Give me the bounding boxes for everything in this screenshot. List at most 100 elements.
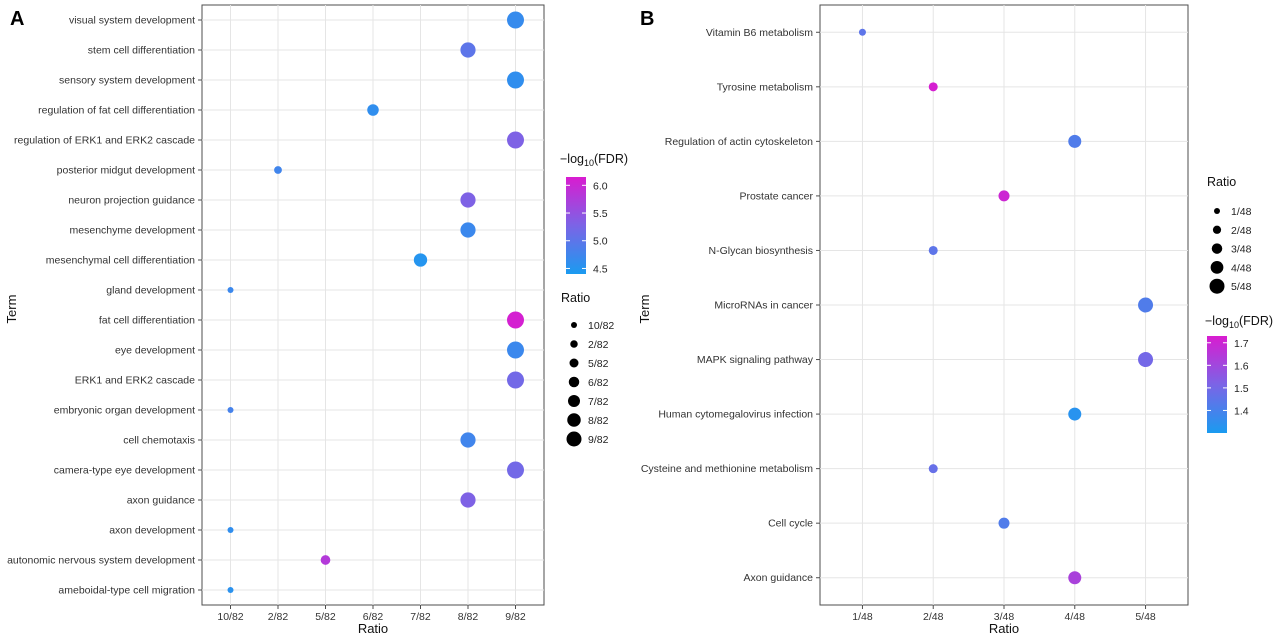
color-legend-label: 6.0 — [593, 180, 608, 192]
data-point — [507, 11, 524, 29]
y-tick-label: Vitamin B6 metabolism — [706, 27, 813, 39]
y-tick-label: axon development — [109, 525, 195, 537]
data-point — [1068, 407, 1082, 421]
data-point — [507, 131, 524, 149]
color-legend-bar — [566, 177, 586, 274]
y-tick-label: embryonic organ development — [54, 405, 195, 417]
color-legend-label: 1.6 — [1234, 360, 1249, 372]
y-tick-label: gland development — [106, 285, 195, 297]
data-point — [227, 527, 234, 533]
color-legend-label: 5.5 — [593, 208, 608, 220]
data-point — [928, 82, 938, 92]
x-tick-label: 2/82 — [268, 611, 289, 623]
y-tick-label: mesenchymal cell differentiation — [46, 255, 195, 267]
size-legend-dot — [568, 376, 580, 388]
data-point — [998, 190, 1010, 202]
size-legend-dot — [567, 413, 581, 427]
size-legend-label: 5/48 — [1231, 281, 1252, 293]
data-point — [1068, 571, 1082, 585]
color-legend-label: 5.0 — [593, 236, 608, 248]
size-legend-dot — [570, 340, 578, 348]
y-tick-label: Axon guidance — [744, 572, 814, 584]
panel-letter-B: B — [640, 8, 654, 30]
data-point — [460, 432, 476, 448]
data-point — [274, 166, 282, 174]
size-legend-label: 2/82 — [588, 339, 609, 351]
data-point — [1068, 134, 1082, 148]
size-legend-dot — [1212, 225, 1222, 234]
size-legend-title: Ratio — [1207, 175, 1236, 189]
y-tick-label: Cell cycle — [768, 518, 813, 530]
size-legend-label: 10/82 — [588, 320, 614, 332]
size-legend-dot — [566, 431, 582, 447]
x-tick-label: 2/48 — [923, 611, 944, 623]
size-legend-dot — [568, 395, 580, 407]
data-point — [460, 222, 476, 238]
y-tick-label: posterior midgut development — [57, 165, 195, 177]
y-tick-label: axon guidance — [127, 495, 195, 507]
data-point — [460, 492, 476, 508]
y-tick-label: neuron projection guidance — [68, 195, 195, 207]
color-legend-label: 1.5 — [1234, 383, 1249, 395]
x-tick-label: 5/48 — [1135, 611, 1156, 623]
y-tick-label: eye development — [115, 345, 195, 357]
y-tick-label: mesenchyme development — [70, 225, 196, 237]
x-tick-label: 10/82 — [217, 611, 243, 623]
data-point — [227, 407, 234, 413]
x-tick-label: 6/82 — [363, 611, 384, 623]
y-tick-label: camera-type eye development — [54, 465, 195, 477]
data-point — [928, 464, 938, 474]
x-axis-title: Ratio — [989, 621, 1019, 635]
y-tick-label: MicroRNAs in cancer — [714, 300, 813, 312]
y-axis-title: Term — [637, 295, 652, 324]
data-point — [320, 555, 331, 565]
size-legend-dot — [1214, 208, 1220, 214]
x-tick-label: 3/48 — [994, 611, 1015, 623]
y-tick-label: ameboidal-type cell migration — [58, 585, 195, 597]
size-legend-label: 7/82 — [588, 396, 609, 408]
data-point — [507, 461, 524, 479]
color-legend-label: 4.5 — [593, 263, 608, 275]
size-legend-label: 4/48 — [1231, 262, 1252, 274]
data-point — [1138, 352, 1154, 368]
y-tick-label: fat cell differentiation — [99, 315, 195, 327]
color-legend-label: 1.4 — [1234, 405, 1249, 417]
x-tick-label: 8/82 — [458, 611, 479, 623]
data-point — [507, 311, 524, 329]
data-point — [507, 341, 524, 359]
x-tick-label: 9/82 — [505, 611, 526, 623]
size-legend-label: 6/82 — [588, 377, 609, 389]
data-point — [507, 371, 524, 389]
y-tick-label: stem cell differentiation — [88, 45, 195, 57]
data-point — [460, 192, 476, 208]
data-point — [367, 104, 379, 116]
y-tick-label: cell chemotaxis — [123, 435, 195, 447]
color-legend-bar — [1207, 336, 1227, 433]
x-tick-label: 7/82 — [410, 611, 431, 623]
data-point — [460, 42, 476, 58]
y-tick-label: regulation of ERK1 and ERK2 cascade — [14, 135, 195, 147]
color-legend-title: −log10(FDR) — [1205, 314, 1273, 330]
color-legend-label: 1.7 — [1234, 338, 1249, 350]
y-tick-label: Prostate cancer — [739, 190, 813, 202]
y-tick-label: MAPK signaling pathway — [697, 354, 814, 366]
y-tick-label: N-Glycan biosynthesis — [709, 245, 813, 257]
size-legend-label: 2/48 — [1231, 225, 1252, 237]
y-tick-label: Human cytomegalovirus infection — [658, 409, 813, 421]
size-legend-dot — [569, 358, 579, 368]
size-legend-title: Ratio — [561, 291, 590, 305]
size-legend-dot — [1211, 243, 1223, 254]
data-point — [998, 517, 1010, 529]
x-tick-label: 4/48 — [1065, 611, 1086, 623]
data-point — [413, 253, 428, 267]
color-legend-title: −log10(FDR) — [560, 152, 628, 168]
y-tick-label: autonomic nervous system development — [7, 555, 195, 567]
y-axis-title: Term — [4, 295, 19, 324]
size-legend-dot — [1210, 261, 1224, 274]
data-point — [928, 245, 938, 255]
size-legend-dot — [571, 322, 577, 328]
size-legend-label: 9/82 — [588, 434, 609, 446]
y-tick-label: Cysteine and methionine metabolism — [641, 463, 813, 475]
data-point — [858, 28, 866, 36]
data-point — [227, 587, 234, 593]
